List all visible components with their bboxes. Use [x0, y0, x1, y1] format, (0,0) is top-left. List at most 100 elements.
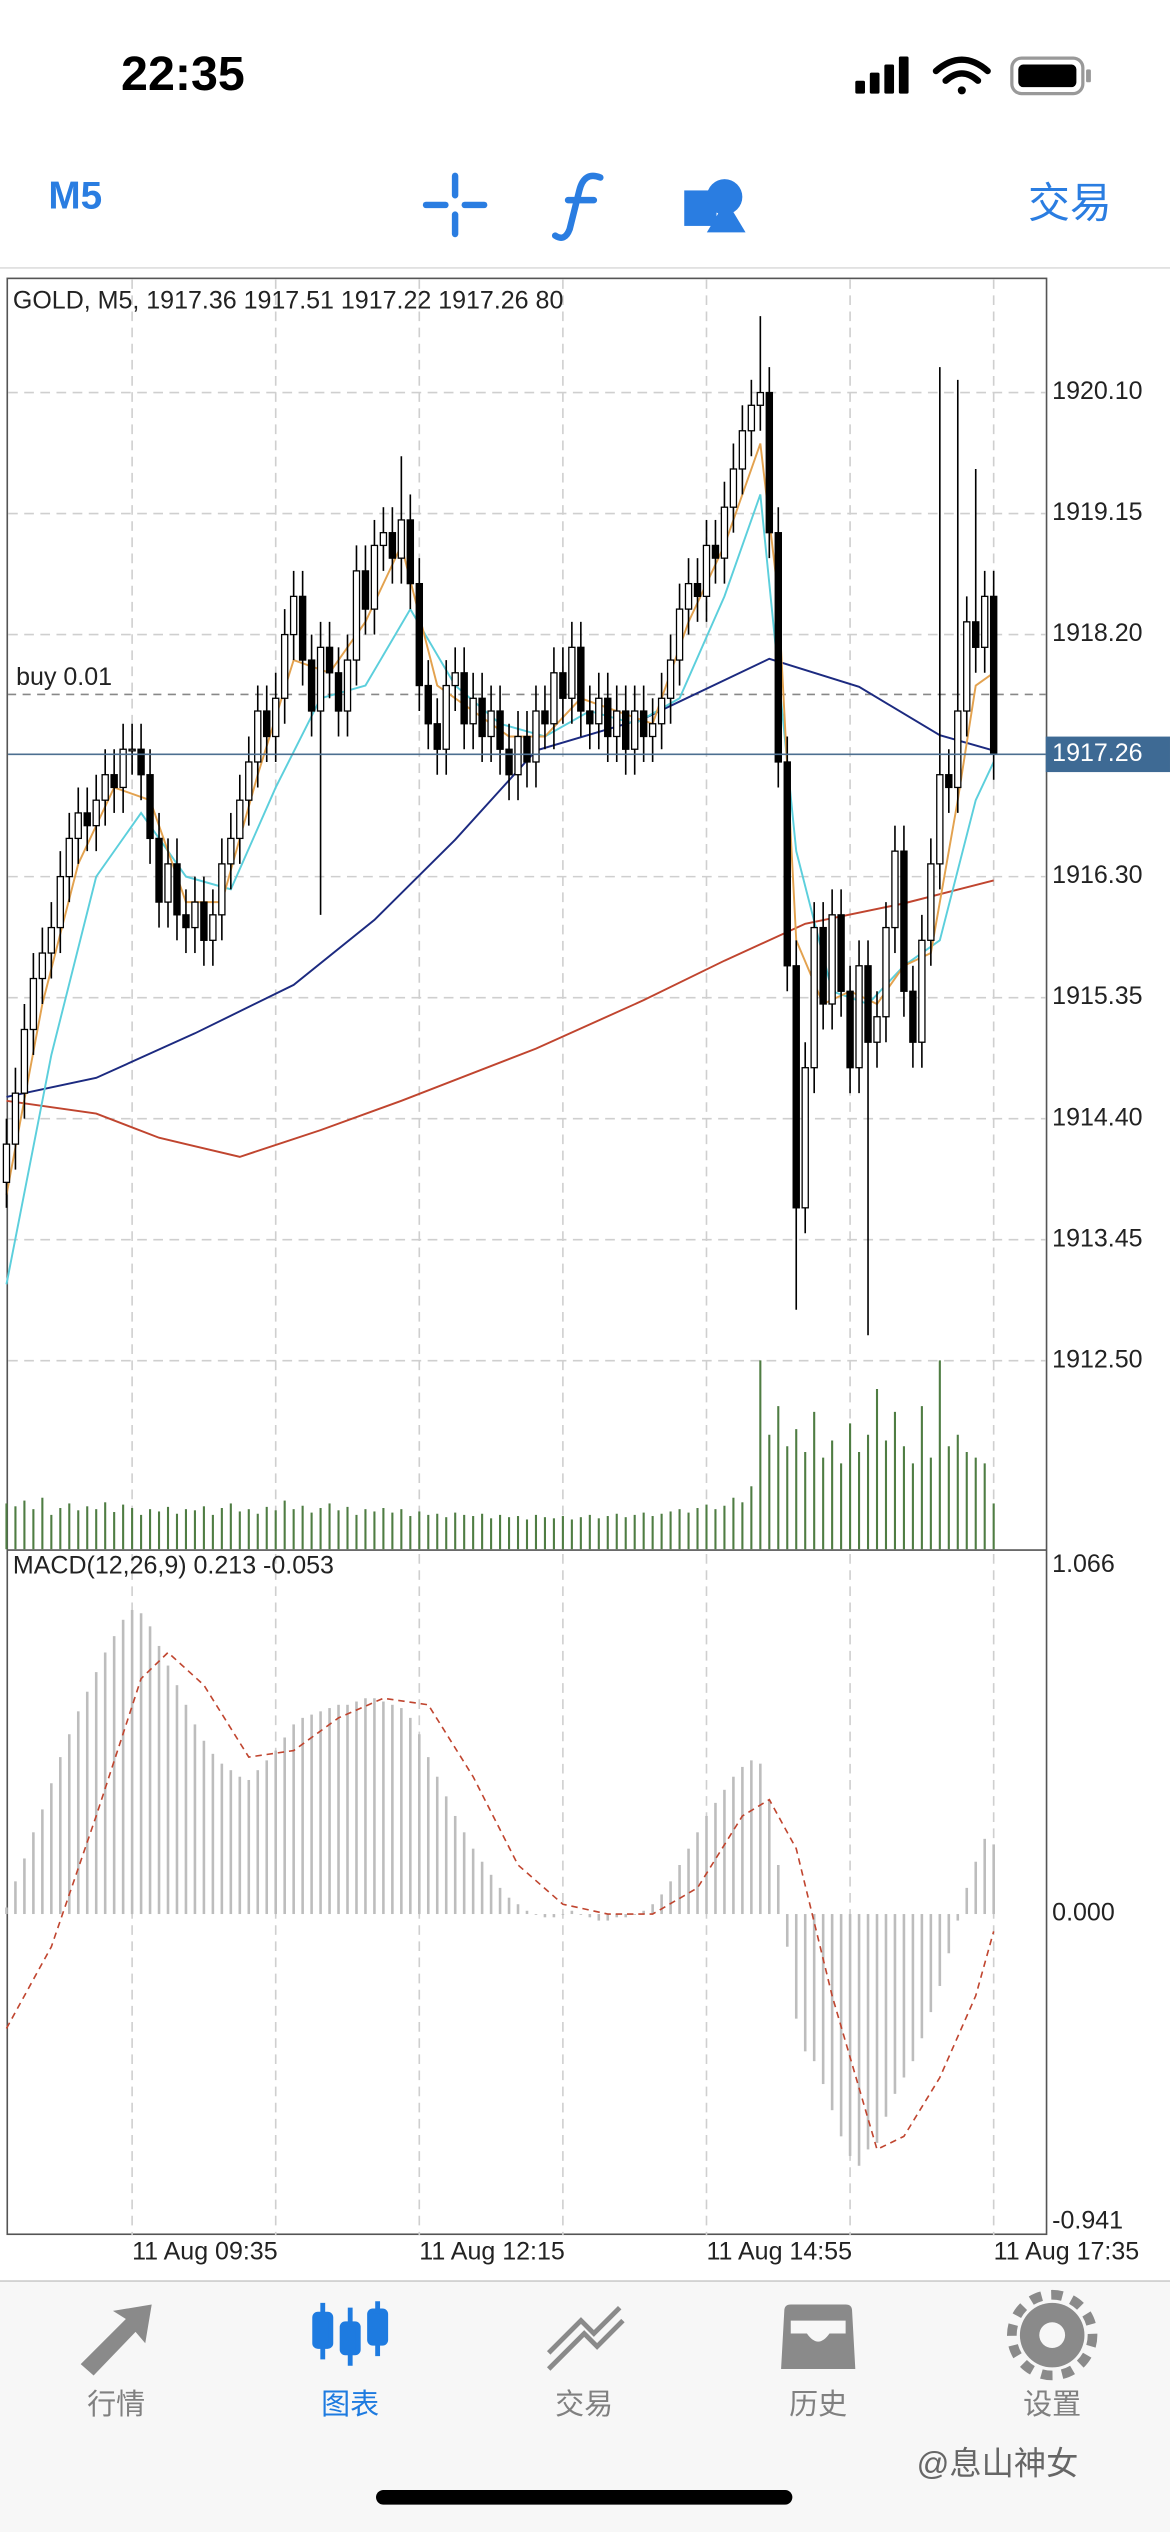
- candle-body: [334, 672, 343, 712]
- candle-body: [92, 799, 100, 827]
- candle-body: [684, 582, 693, 610]
- candle-body: [343, 659, 352, 712]
- candle-body: [559, 672, 567, 699]
- macd-title: MACD(12,26,9) 0.213 -0.053: [13, 1552, 334, 1580]
- candle-body: [155, 837, 163, 903]
- y-tick-label: 1.066: [1052, 1550, 1115, 1578]
- macd-bar: [947, 1914, 951, 1954]
- candle-body: [388, 532, 397, 559]
- candle-body: [918, 939, 926, 1043]
- candle-body: [74, 812, 82, 840]
- objects-button[interactable]: [684, 179, 746, 233]
- settings-icon: [1007, 2289, 1098, 2381]
- candle-body: [469, 697, 477, 725]
- macd-bar: [409, 1717, 412, 1915]
- macd-bar: [669, 1881, 672, 1915]
- macd-bar: [220, 1763, 224, 1915]
- crosshair-button[interactable]: [422, 172, 488, 238]
- candle-body: [56, 875, 65, 929]
- candle-body: [604, 697, 612, 738]
- macd-bar: [453, 1815, 457, 1915]
- candle-body: [164, 863, 172, 903]
- macd-bar: [543, 1914, 547, 1918]
- macd-bar: [301, 1717, 304, 1915]
- candle-body: [648, 723, 657, 738]
- indicator-button[interactable]: [551, 172, 604, 241]
- candle-body: [586, 710, 594, 725]
- macd-bar: [794, 1914, 798, 2019]
- candle-body: [254, 710, 262, 763]
- candle-body: [810, 926, 818, 1069]
- macd-bar: [768, 1799, 771, 1915]
- candle-body: [756, 391, 765, 406]
- candle-body: [882, 926, 890, 1018]
- candle-body: [370, 544, 379, 610]
- macd-bar: [130, 1609, 134, 1915]
- macd-bar: [983, 1838, 986, 1915]
- macd-bar: [175, 1685, 179, 1915]
- tab-label[interactable]: 历史: [789, 2388, 847, 2421]
- macd-bar: [570, 1910, 574, 1915]
- candle-body: [280, 633, 289, 699]
- trade-button[interactable]: 交易: [1028, 180, 1112, 227]
- macd-bar: [489, 1874, 493, 1915]
- candle-body: [639, 710, 648, 738]
- chart-frame: [6, 277, 1048, 2236]
- macd-bar: [274, 1750, 277, 1915]
- macd-bar: [94, 1672, 98, 1915]
- macd-bar: [776, 1864, 780, 1915]
- macd-bar: [741, 1766, 744, 1915]
- tab-label[interactable]: 图表: [321, 2388, 379, 2421]
- chart-icon: [312, 2301, 389, 2366]
- candle-body: [460, 672, 468, 725]
- candle-body: [613, 710, 621, 738]
- candle-body: [864, 965, 872, 1043]
- macd-bar: [211, 1753, 215, 1915]
- y-tick-label: 1916.30: [1052, 861, 1142, 889]
- macd-bar: [750, 1760, 753, 1915]
- candle-body: [891, 850, 899, 929]
- candle-body: [666, 659, 675, 699]
- candle-body: [415, 582, 424, 687]
- y-tick-label: 1919.15: [1052, 498, 1142, 526]
- candle-body: [550, 672, 558, 725]
- macd-bar: [507, 1897, 511, 1915]
- macd-bar: [902, 1914, 906, 2078]
- macd-bar: [965, 1887, 969, 1915]
- timeframe-button[interactable]: M5: [48, 175, 102, 218]
- candle-body: [523, 735, 531, 763]
- candle-body: [424, 684, 432, 725]
- candle-body: [720, 506, 729, 559]
- tab-label[interactable]: 设置: [1023, 2389, 1081, 2421]
- candle-body: [936, 774, 944, 865]
- candle-body: [191, 901, 199, 929]
- macd-bar: [310, 1714, 313, 1915]
- tab-label[interactable]: 行情: [87, 2388, 145, 2421]
- macd-bar: [785, 1914, 789, 1947]
- y-tick-label: 1912.50: [1052, 1345, 1142, 1373]
- macd-bar: [229, 1770, 233, 1915]
- candle-body: [819, 926, 827, 1005]
- macd-bar: [23, 1858, 26, 1915]
- home-indicator: [376, 2490, 793, 2505]
- tab-labels: 行情 图表 交易 历史 设置: [87, 2388, 1081, 2421]
- chart-title: GOLD, M5, 1917.36 1917.51 1917.22 1917.2…: [13, 286, 563, 314]
- macd-bar: [292, 1724, 295, 1915]
- candle-body: [747, 404, 756, 432]
- candle-body: [514, 735, 522, 776]
- macd-bar: [597, 1914, 601, 1921]
- tab-label[interactable]: 交易: [555, 2388, 613, 2421]
- macd-bar: [373, 1698, 376, 1915]
- candle-body: [11, 1092, 20, 1145]
- candle-body: [846, 990, 854, 1069]
- macd-bar: [283, 1737, 286, 1915]
- macd-bar: [929, 1914, 933, 2013]
- candle-body: [989, 595, 998, 755]
- macd-bar: [624, 1914, 628, 1918]
- macd-bar: [642, 1910, 645, 1915]
- candle-body: [271, 697, 280, 738]
- x-tick-label: 11 Aug 09:35: [132, 2237, 278, 2265]
- macd-bar: [561, 1914, 565, 1915]
